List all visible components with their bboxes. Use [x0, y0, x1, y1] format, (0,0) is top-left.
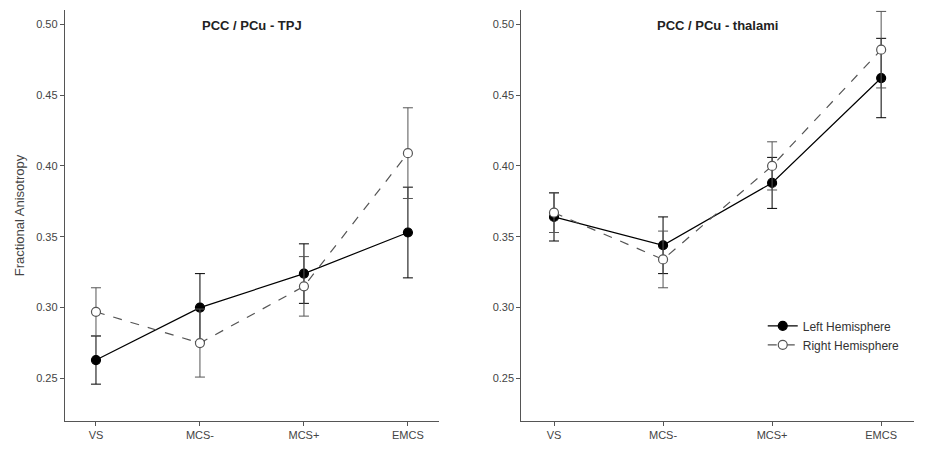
- svg-text:0.45: 0.45: [493, 89, 514, 101]
- svg-text:Fractional Anisotropy: Fractional Anisotropy: [12, 154, 27, 276]
- svg-text:MCS-: MCS-: [649, 429, 677, 441]
- svg-text:0.40: 0.40: [36, 160, 57, 172]
- svg-text:PCC / PCu - TPJ: PCC / PCu - TPJ: [202, 18, 302, 33]
- svg-text:PCC / PCu - thalami: PCC / PCu - thalami: [657, 18, 778, 33]
- svg-text:0.30: 0.30: [36, 301, 57, 313]
- svg-text:0.35: 0.35: [36, 231, 57, 243]
- svg-text:0.50: 0.50: [36, 18, 57, 30]
- svg-text:0.25: 0.25: [36, 372, 57, 384]
- svg-text:Left Hemisphere: Left Hemisphere: [803, 320, 891, 334]
- svg-text:0.40: 0.40: [493, 160, 514, 172]
- svg-text:EMCS: EMCS: [392, 429, 424, 441]
- svg-text:EMCS: EMCS: [865, 429, 897, 441]
- svg-text:0.45: 0.45: [36, 89, 57, 101]
- svg-text:0.30: 0.30: [493, 301, 514, 313]
- svg-text:VS: VS: [547, 429, 562, 441]
- svg-text:MCS+: MCS+: [289, 429, 320, 441]
- svg-text:Right Hemisphere: Right Hemisphere: [803, 339, 899, 353]
- svg-text:0.50: 0.50: [493, 18, 514, 30]
- svg-text:MCS+: MCS+: [757, 429, 788, 441]
- svg-text:0.35: 0.35: [493, 231, 514, 243]
- svg-text:MCS-: MCS-: [186, 429, 214, 441]
- svg-text:VS: VS: [89, 429, 104, 441]
- svg-text:0.25: 0.25: [493, 372, 514, 384]
